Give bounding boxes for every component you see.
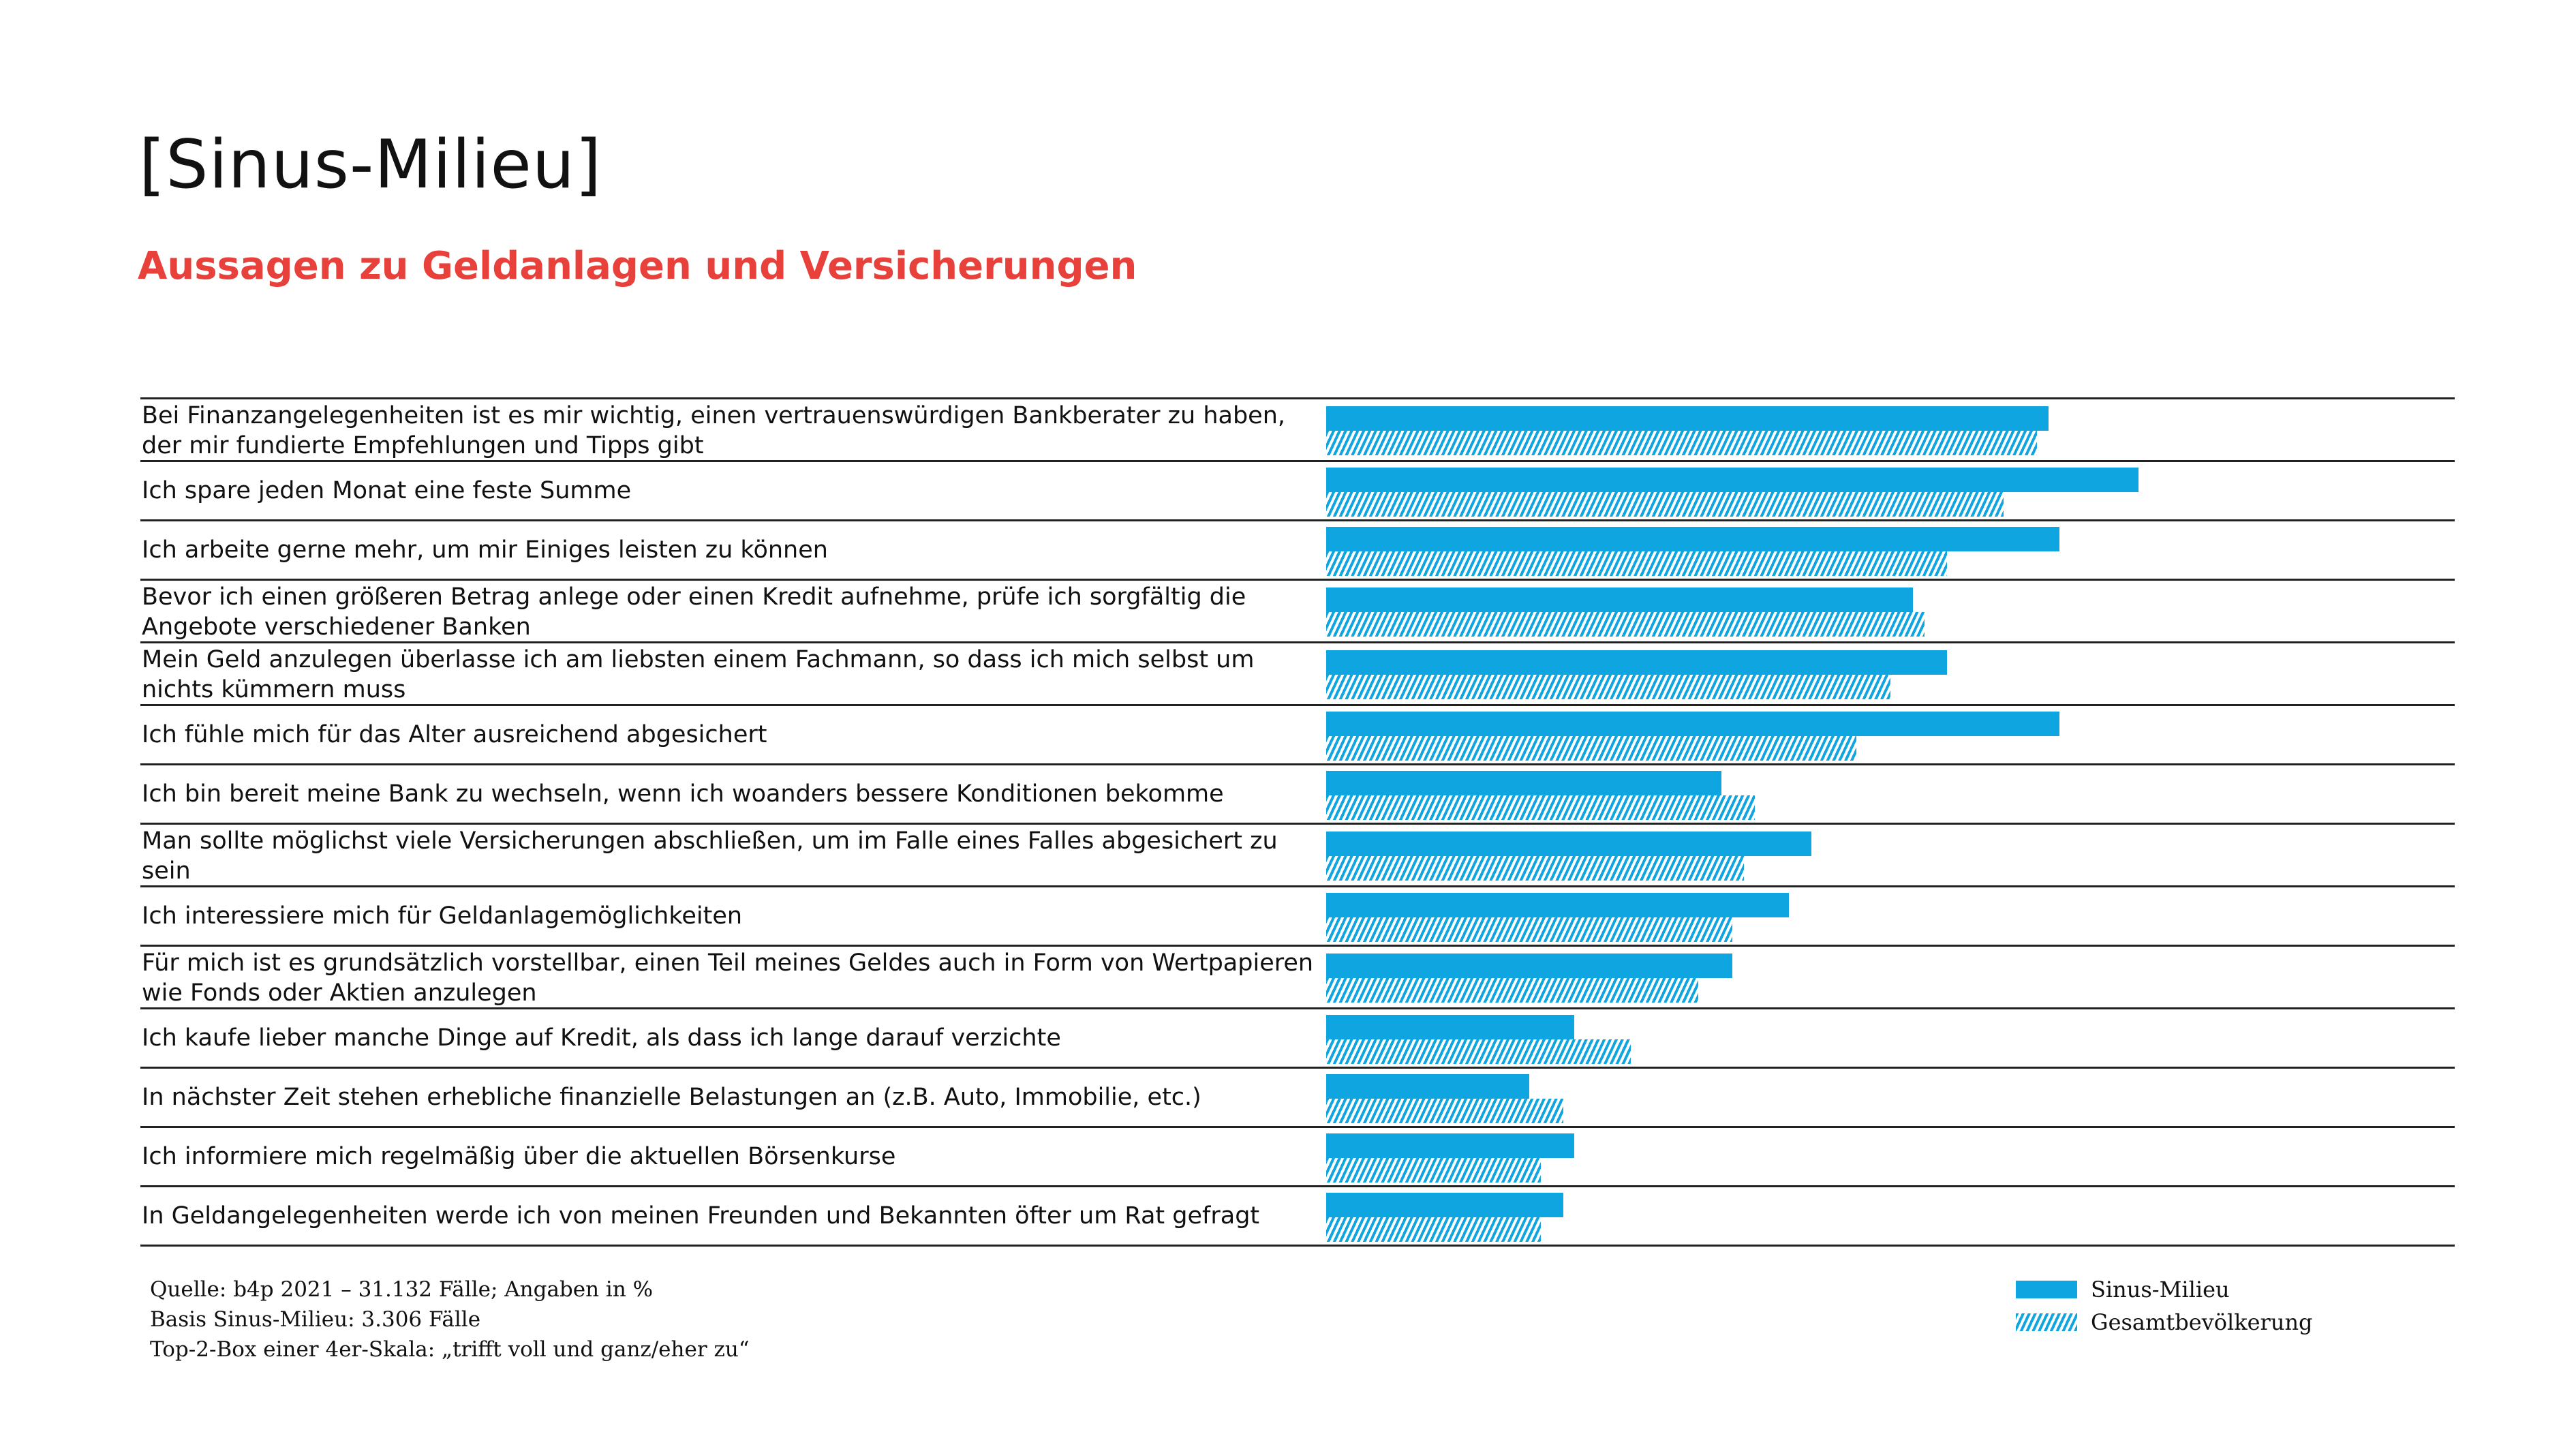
source-notes: Quelle: b4p 2021 – 31.132 Fälle; Angaben… <box>150 1275 750 1364</box>
category-label: Ich kaufe lieber manche Dinge auf Kredit… <box>140 1009 1326 1067</box>
category-label-text: Für mich ist es grundsätzlich vorstellba… <box>142 949 1314 1007</box>
chart-row: Bei Finanzangelegenheiten ist es mir wic… <box>140 399 2455 462</box>
category-label-text: In nächster Zeit stehen erhebliche finan… <box>142 1084 1201 1111</box>
bar-sinus-milieu <box>1326 588 1914 612</box>
category-label: Für mich ist es grundsätzlich vorstellba… <box>140 947 1326 1007</box>
category-label: Ich interessiere mich für Geldanlagemögl… <box>140 887 1326 945</box>
bar-group <box>1326 527 2455 576</box>
source-note: Quelle: b4p 2021 – 31.132 Fälle; Angaben… <box>150 1277 654 1302</box>
bar-group <box>1326 406 2455 455</box>
category-label-text: Ich bin bereit meine Bank zu wechseln, w… <box>142 780 1224 808</box>
bar-group <box>1326 832 2455 881</box>
bar-sinus-milieu <box>1326 1193 1563 1217</box>
bar-chart: Bei Finanzangelegenheiten ist es mir wic… <box>140 397 2455 1247</box>
bar-sinus-milieu <box>1326 712 2060 736</box>
legend-item-gesamt: Gesamtbevölkerung <box>2016 1306 2313 1339</box>
category-label: Ich arbeite gerne mehr, um mir Einiges l… <box>140 521 1326 579</box>
category-label-text: Mein Geld anzulegen überlasse ich am lie… <box>142 646 1255 703</box>
category-label-text: Bei Finanzangelegenheiten ist es mir wic… <box>142 402 1286 459</box>
bar-sinus-milieu <box>1326 771 1721 795</box>
bar-gesamtbevoelkerung <box>1326 978 1699 1003</box>
category-label: Ich fühle mich für das Alter ausreichend… <box>140 706 1326 763</box>
category-label: Man sollte möglichst viele Versicherunge… <box>140 825 1326 885</box>
bar-sinus-milieu <box>1326 832 1812 856</box>
legend: Sinus-Milieu Gesamtbevölkerung <box>2016 1273 2313 1339</box>
chart-row: Ich informiere mich regelmäßig über die … <box>140 1128 2455 1187</box>
chart-row: Ich arbeite gerne mehr, um mir Einiges l… <box>140 521 2455 581</box>
bar-gesamtbevoelkerung <box>1326 795 1755 820</box>
bar-gesamtbevoelkerung <box>1326 492 2004 517</box>
chart-subtitle: Aussagen zu Geldanlagen und Versicherung… <box>138 244 1137 288</box>
category-label: Bei Finanzangelegenheiten ist es mir wic… <box>140 399 1326 460</box>
category-label-text: Ich kaufe lieber manche Dinge auf Kredit… <box>142 1024 1061 1052</box>
bar-group <box>1326 1133 2455 1183</box>
bar-group <box>1326 771 2455 820</box>
scale-note: Top-2-Box einer 4er-Skala: „trifft voll … <box>150 1337 750 1362</box>
bar-gesamtbevoelkerung <box>1326 856 1744 881</box>
category-label-text: Bevor ich einen größeren Betrag anlege o… <box>142 583 1246 641</box>
chart-row: In Geldangelegenheiten werde ich von mei… <box>140 1187 2455 1247</box>
category-label-text: Ich fühle mich für das Alter ausreichend… <box>142 721 767 748</box>
legend-label: Gesamtbevölkerung <box>2091 1309 2313 1335</box>
bar-gesamtbevoelkerung <box>1326 1039 1631 1064</box>
bar-gesamtbevoelkerung <box>1326 736 1857 761</box>
bar-gesamtbevoelkerung <box>1326 1099 1563 1123</box>
legend-item-sinus: Sinus-Milieu <box>2016 1273 2313 1306</box>
bar-group <box>1326 893 2455 942</box>
bar-group <box>1326 1074 2455 1123</box>
bar-gesamtbevoelkerung <box>1326 917 1733 942</box>
chart-row: Ich spare jeden Monat eine feste Summe <box>140 462 2455 521</box>
chart-row: Ich fühle mich für das Alter ausreichend… <box>140 706 2455 765</box>
legend-swatch-hatched <box>2016 1313 2077 1331</box>
bar-group <box>1326 650 2455 699</box>
bar-group <box>1326 712 2455 761</box>
bar-sinus-milieu <box>1326 650 1947 675</box>
category-label: In Geldangelegenheiten werde ich von mei… <box>140 1187 1326 1245</box>
bar-group <box>1326 1193 2455 1242</box>
bar-gesamtbevoelkerung <box>1326 1217 1541 1242</box>
bar-group <box>1326 468 2455 517</box>
bar-gesamtbevoelkerung <box>1326 551 1947 576</box>
category-label-text: In Geldangelegenheiten werde ich von mei… <box>142 1202 1260 1230</box>
chart-row: Ich kaufe lieber manche Dinge auf Kredit… <box>140 1009 2455 1069</box>
bar-group <box>1326 954 2455 1003</box>
bar-gesamtbevoelkerung <box>1326 612 1925 637</box>
chart-row: Bevor ich einen größeren Betrag anlege o… <box>140 581 2455 643</box>
category-label: Mein Geld anzulegen überlasse ich am lie… <box>140 643 1326 704</box>
bar-sinus-milieu <box>1326 1074 1530 1099</box>
bar-sinus-milieu <box>1326 893 1789 917</box>
base-note: Basis Sinus-Milieu: 3.306 Fälle <box>150 1307 481 1332</box>
chart-row: Man sollte möglichst viele Versicherunge… <box>140 825 2455 887</box>
bar-sinus-milieu <box>1326 468 2139 492</box>
bar-sinus-milieu <box>1326 954 1733 978</box>
chart-row: Für mich ist es grundsätzlich vorstellba… <box>140 947 2455 1009</box>
category-label-text: Ich arbeite gerne mehr, um mir Einiges l… <box>142 536 828 564</box>
bar-sinus-milieu <box>1326 406 2049 431</box>
category-label: Ich informiere mich regelmäßig über die … <box>140 1128 1326 1185</box>
bar-gesamtbevoelkerung <box>1326 431 2038 455</box>
category-label: Bevor ich einen größeren Betrag anlege o… <box>140 581 1326 641</box>
category-label: In nächster Zeit stehen erhebliche finan… <box>140 1069 1326 1126</box>
bar-sinus-milieu <box>1326 527 2060 551</box>
category-label: Ich bin bereit meine Bank zu wechseln, w… <box>140 765 1326 823</box>
legend-label: Sinus-Milieu <box>2091 1277 2230 1302</box>
bar-sinus-milieu <box>1326 1133 1575 1158</box>
chart-row: Mein Geld anzulegen überlasse ich am lie… <box>140 643 2455 706</box>
bar-gesamtbevoelkerung <box>1326 1158 1541 1183</box>
category-label-text: Man sollte möglichst viele Versicherunge… <box>142 827 1278 885</box>
bar-gesamtbevoelkerung <box>1326 675 1890 699</box>
category-label-text: Ich spare jeden Monat eine feste Summe <box>142 477 632 504</box>
category-label-text: Ich informiere mich regelmäßig über die … <box>142 1143 896 1170</box>
bar-group <box>1326 1015 2455 1064</box>
legend-swatch-solid <box>2016 1281 2077 1298</box>
category-label: Ich spare jeden Monat eine feste Summe <box>140 462 1326 519</box>
category-label-text: Ich interessiere mich für Geldanlagemögl… <box>142 902 743 930</box>
bar-group <box>1326 588 2455 637</box>
page-title: [Sinus-Milieu] <box>139 126 602 204</box>
chart-row: Ich bin bereit meine Bank zu wechseln, w… <box>140 765 2455 825</box>
chart-row: In nächster Zeit stehen erhebliche finan… <box>140 1069 2455 1128</box>
chart-row: Ich interessiere mich für Geldanlagemögl… <box>140 887 2455 947</box>
bar-sinus-milieu <box>1326 1015 1575 1039</box>
